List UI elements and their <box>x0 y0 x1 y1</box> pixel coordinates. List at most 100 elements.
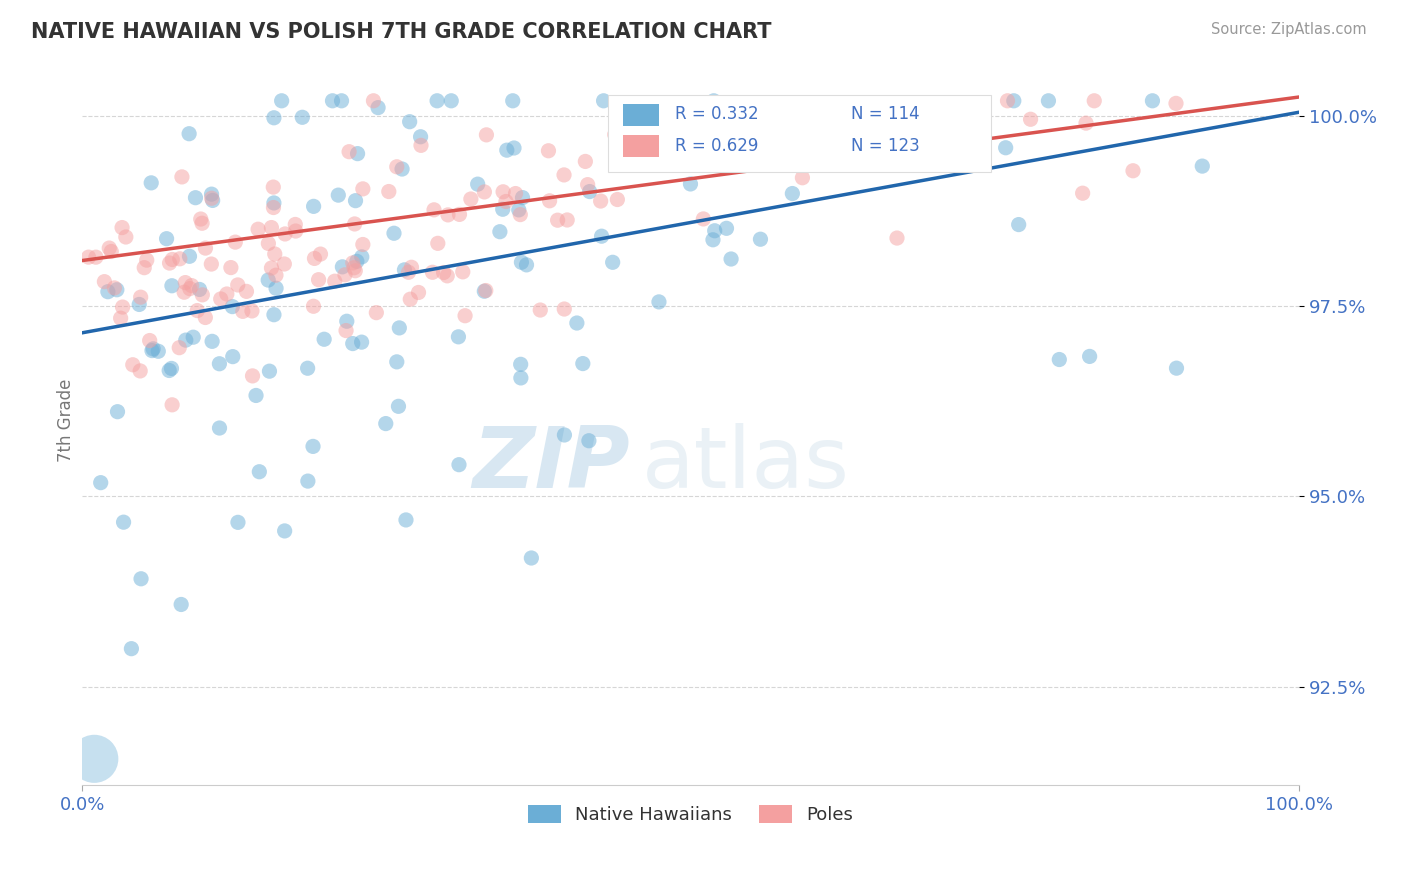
Point <box>505 186 527 201</box>
Point <box>263 111 285 125</box>
Point <box>495 194 517 209</box>
Point <box>174 276 197 290</box>
Point <box>395 513 418 527</box>
Point <box>129 364 152 378</box>
Point <box>1038 94 1060 108</box>
Point <box>162 252 184 267</box>
Point <box>222 350 245 364</box>
Point <box>367 101 389 115</box>
Point <box>274 227 297 241</box>
Point <box>472 284 495 298</box>
Point <box>263 308 285 322</box>
Point <box>1142 94 1164 108</box>
Point <box>180 278 202 293</box>
Point <box>454 309 477 323</box>
Point <box>242 368 264 383</box>
Point <box>148 344 170 359</box>
Point <box>1166 361 1188 376</box>
Point <box>1019 112 1042 127</box>
Point <box>129 290 152 304</box>
Point <box>409 129 432 144</box>
Point <box>284 218 307 232</box>
Point <box>160 278 183 293</box>
Text: Source: ZipAtlas.com: Source: ZipAtlas.com <box>1211 22 1367 37</box>
Point <box>201 334 224 349</box>
Point <box>120 641 142 656</box>
Point <box>529 303 551 318</box>
Point <box>720 252 742 266</box>
Point <box>201 194 224 208</box>
Point <box>157 363 180 377</box>
Text: ZIP: ZIP <box>472 423 630 506</box>
Point <box>475 284 498 298</box>
Point <box>447 330 470 344</box>
FancyBboxPatch shape <box>607 95 991 172</box>
Point <box>591 229 613 244</box>
Point <box>792 170 814 185</box>
Point <box>302 299 325 313</box>
Point <box>520 551 543 566</box>
Point <box>374 417 396 431</box>
Point <box>219 260 242 275</box>
Point <box>385 355 408 369</box>
Point <box>502 94 524 108</box>
Point <box>291 110 314 124</box>
Point <box>179 127 201 141</box>
FancyBboxPatch shape <box>623 136 659 157</box>
Point <box>537 144 560 158</box>
Point <box>576 178 599 192</box>
Point <box>260 260 283 275</box>
Point <box>141 176 163 190</box>
Point <box>344 264 367 278</box>
Point <box>1122 163 1144 178</box>
Point <box>209 292 232 306</box>
Point <box>226 277 249 292</box>
Point <box>509 357 531 371</box>
Point <box>1008 218 1031 232</box>
Point <box>449 207 471 221</box>
Point <box>155 232 177 246</box>
Point <box>332 260 354 274</box>
Point <box>247 465 270 479</box>
Point <box>97 285 120 299</box>
Point <box>782 186 804 201</box>
Point <box>142 342 165 356</box>
Point <box>538 194 561 208</box>
Point <box>474 185 496 199</box>
Point <box>553 168 575 182</box>
Point <box>169 252 191 266</box>
Point <box>648 294 671 309</box>
Point <box>886 231 908 245</box>
Point <box>138 334 160 348</box>
Point <box>398 265 420 279</box>
Point <box>194 310 217 325</box>
Point <box>170 598 193 612</box>
Point <box>215 287 238 301</box>
Point <box>208 421 231 435</box>
Point <box>350 335 373 350</box>
Point <box>336 314 359 328</box>
Point <box>1002 94 1025 108</box>
Point <box>394 263 416 277</box>
Point <box>173 285 195 300</box>
Point <box>333 268 356 282</box>
Point <box>388 321 411 335</box>
Point <box>342 256 364 270</box>
Point <box>343 217 366 231</box>
Point <box>382 226 405 240</box>
Point <box>849 112 872 127</box>
Point <box>508 202 530 217</box>
Point <box>111 220 134 235</box>
Point <box>221 300 243 314</box>
Point <box>346 146 368 161</box>
Point <box>645 124 668 138</box>
Point <box>572 357 595 371</box>
Point <box>408 285 430 300</box>
Point <box>100 244 122 259</box>
Point <box>703 224 725 238</box>
Point <box>105 283 128 297</box>
Point <box>703 94 725 108</box>
Point <box>350 250 373 264</box>
Point <box>135 253 157 268</box>
Point <box>83 752 105 766</box>
